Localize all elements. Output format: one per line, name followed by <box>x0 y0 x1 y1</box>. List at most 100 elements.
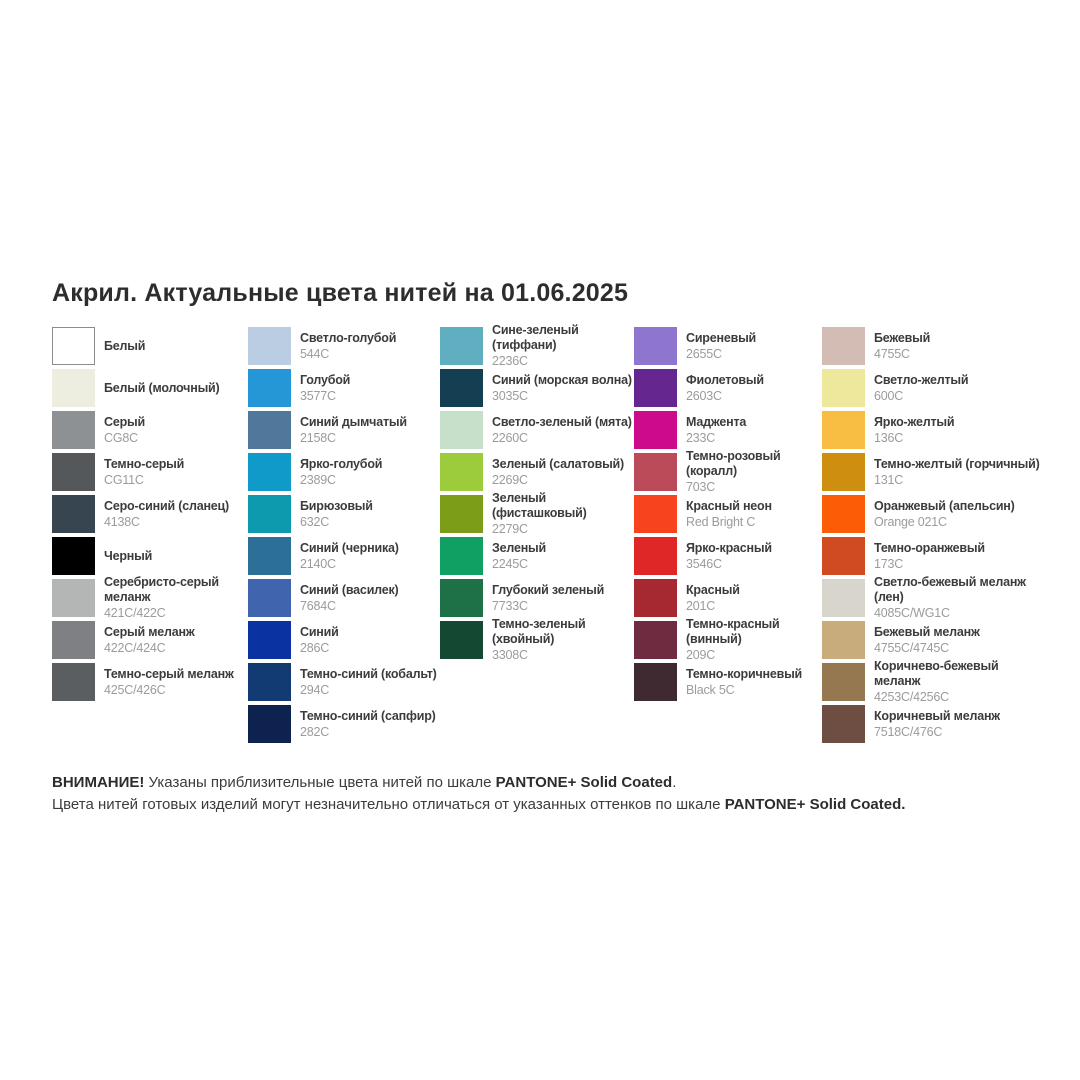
color-name: Темно-серый меланж <box>104 666 234 681</box>
color-name: Оранжевый (апельсин) <box>874 498 1015 513</box>
color-code: 3577C <box>300 388 336 403</box>
color-code: 2655C <box>686 346 722 361</box>
color-row: Голубой 3577C <box>248 367 440 409</box>
color-name: Бирюзовый <box>300 498 373 513</box>
color-text: Серый CG8C <box>104 415 145 446</box>
color-code: 2389C <box>300 472 336 487</box>
color-row: Ярко-желтый 136C <box>822 409 1040 451</box>
color-text: Красный неон Red Bright C <box>686 499 772 530</box>
color-row: Ярко-красный 3546C <box>634 535 822 577</box>
color-text: Ярко-красный 3546C <box>686 541 772 572</box>
color-name: Сине-зеленый (тиффани) <box>492 323 579 352</box>
color-code: Orange 021C <box>874 514 947 529</box>
footer-note: ВНИМАНИЕ! Указаны приблизительные цвета … <box>52 772 1032 816</box>
color-row: Темно-розовый (коралл) 703C <box>634 449 822 495</box>
color-text: Темно-оранжевый 173C <box>874 541 985 572</box>
color-code: 136C <box>874 430 904 445</box>
color-name: Маджента <box>686 414 747 429</box>
color-text: Темно-розовый (коралл) 703C <box>686 449 822 495</box>
color-row: Темно-оранжевый 173C <box>822 535 1040 577</box>
color-row: Светло-зеленый (мята) 2260C <box>440 409 634 451</box>
color-row: Темно-синий (сапфир) 282C <box>248 703 440 745</box>
color-text: Зеленый 2245C <box>492 541 546 572</box>
color-row: Синий 286C <box>248 619 440 661</box>
color-row: Ярко-голубой 2389C <box>248 451 440 493</box>
color-name: Темно-серый <box>104 456 185 471</box>
color-row: Зеленый 2245C <box>440 535 634 577</box>
color-row: Темно-синий (кобальт) 294C <box>248 661 440 703</box>
color-code: 2140C <box>300 556 336 571</box>
color-code: 4755C <box>874 346 910 361</box>
color-text: Темно-красный (винный) 209C <box>686 617 822 663</box>
note-line: Цвета нитей готовых изделий могут незнач… <box>52 794 1032 816</box>
color-row: Красный неон Red Bright C <box>634 493 822 535</box>
color-name: Коричнево-бежевый меланж <box>874 659 999 688</box>
color-code: 544C <box>300 346 330 361</box>
color-name: Коричневый меланж <box>874 708 1000 723</box>
color-swatch <box>634 369 677 407</box>
color-column: Белый Белый (молочный) Серый CG8C Темно-серы… <box>52 325 248 703</box>
color-row: Серо-синий (сланец) 4138C <box>52 493 248 535</box>
color-swatch <box>634 621 677 659</box>
note-bold-text: PANTONE+ Solid Coated <box>495 774 673 791</box>
color-code: Black 5C <box>686 682 735 697</box>
color-code: 209C <box>686 648 716 662</box>
color-swatch <box>634 495 677 533</box>
color-code: Red Bright C <box>686 514 756 529</box>
color-name: Серый <box>104 414 145 429</box>
color-name: Темно-оранжевый <box>874 540 985 555</box>
color-swatch <box>52 453 95 491</box>
color-name: Красный неон <box>686 498 772 513</box>
color-code: 422C/424C <box>104 640 166 655</box>
color-swatch <box>634 453 677 491</box>
color-text: Глубокий зеленый 7733C <box>492 583 604 614</box>
color-text: Светло-зеленый (мята) 2260C <box>492 415 632 446</box>
color-name: Черный <box>104 548 153 563</box>
color-name: Темно-красный (винный) <box>686 617 780 646</box>
color-row: Серый CG8C <box>52 409 248 451</box>
color-code: 7733C <box>492 598 528 613</box>
color-row: Коричнево-бежевый меланж 4253C/4256C <box>822 659 1040 705</box>
color-name: Темно-зеленый (хвойный) <box>492 617 586 646</box>
color-name: Темно-синий (кобальт) <box>300 666 437 681</box>
color-swatch <box>822 411 865 449</box>
color-code: 4755C/4745C <box>874 640 949 655</box>
color-row: Светло-желтый 600C <box>822 367 1040 409</box>
color-row: Темно-зеленый (хвойный) 3308C <box>440 617 634 663</box>
color-text: Зеленый (салатовый) 2269C <box>492 457 624 488</box>
color-text: Синий (морская волна) 3035C <box>492 373 632 404</box>
color-text: Коричневый меланж 7518C/476C <box>874 709 1000 740</box>
color-row: Синий (василек) 7684C <box>248 577 440 619</box>
color-text: Темно-зеленый (хвойный) 3308C <box>492 617 634 663</box>
color-row: Черный <box>52 535 248 577</box>
color-swatch <box>52 537 95 575</box>
color-name: Синий дымчатый <box>300 414 407 429</box>
color-row: Темно-красный (винный) 209C <box>634 617 822 663</box>
color-row: Бежевый меланж 4755C/4745C <box>822 619 1040 661</box>
color-text: Маджента 233C <box>686 415 746 446</box>
color-code: 233C <box>686 430 716 445</box>
color-code: 600C <box>874 388 904 403</box>
color-text: Коричнево-бежевый меланж 4253C/4256C <box>874 659 1040 705</box>
color-code: 282C <box>300 724 330 739</box>
color-swatch <box>822 705 865 743</box>
color-code: 173C <box>874 556 904 571</box>
color-name: Светло-бежевый меланж (лен) <box>874 575 1026 604</box>
color-code: 294C <box>300 682 330 697</box>
color-row: Оранжевый (апельсин) Orange 021C <box>822 493 1040 535</box>
color-text: Ярко-голубой 2389C <box>300 457 382 488</box>
color-name: Фиолетовый <box>686 372 764 387</box>
color-code: 7518C/476C <box>874 724 943 739</box>
color-code: 201C <box>686 598 716 613</box>
color-code: 632C <box>300 514 330 529</box>
color-row: Бирюзовый 632C <box>248 493 440 535</box>
color-name: Синий (василек) <box>300 582 399 597</box>
color-text: Фиолетовый 2603C <box>686 373 764 404</box>
color-row: Светло-бежевый меланж (лен) 4085C/WG1C <box>822 575 1040 620</box>
note-bold-text: ВНИМАНИЕ! <box>52 774 145 791</box>
note-text: Цвета нитей готовых изделий могут незнач… <box>52 796 725 813</box>
color-text: Черный <box>104 549 152 564</box>
color-code: 2158C <box>300 430 336 445</box>
color-swatch <box>634 327 677 365</box>
color-text: Белый <box>104 339 145 354</box>
